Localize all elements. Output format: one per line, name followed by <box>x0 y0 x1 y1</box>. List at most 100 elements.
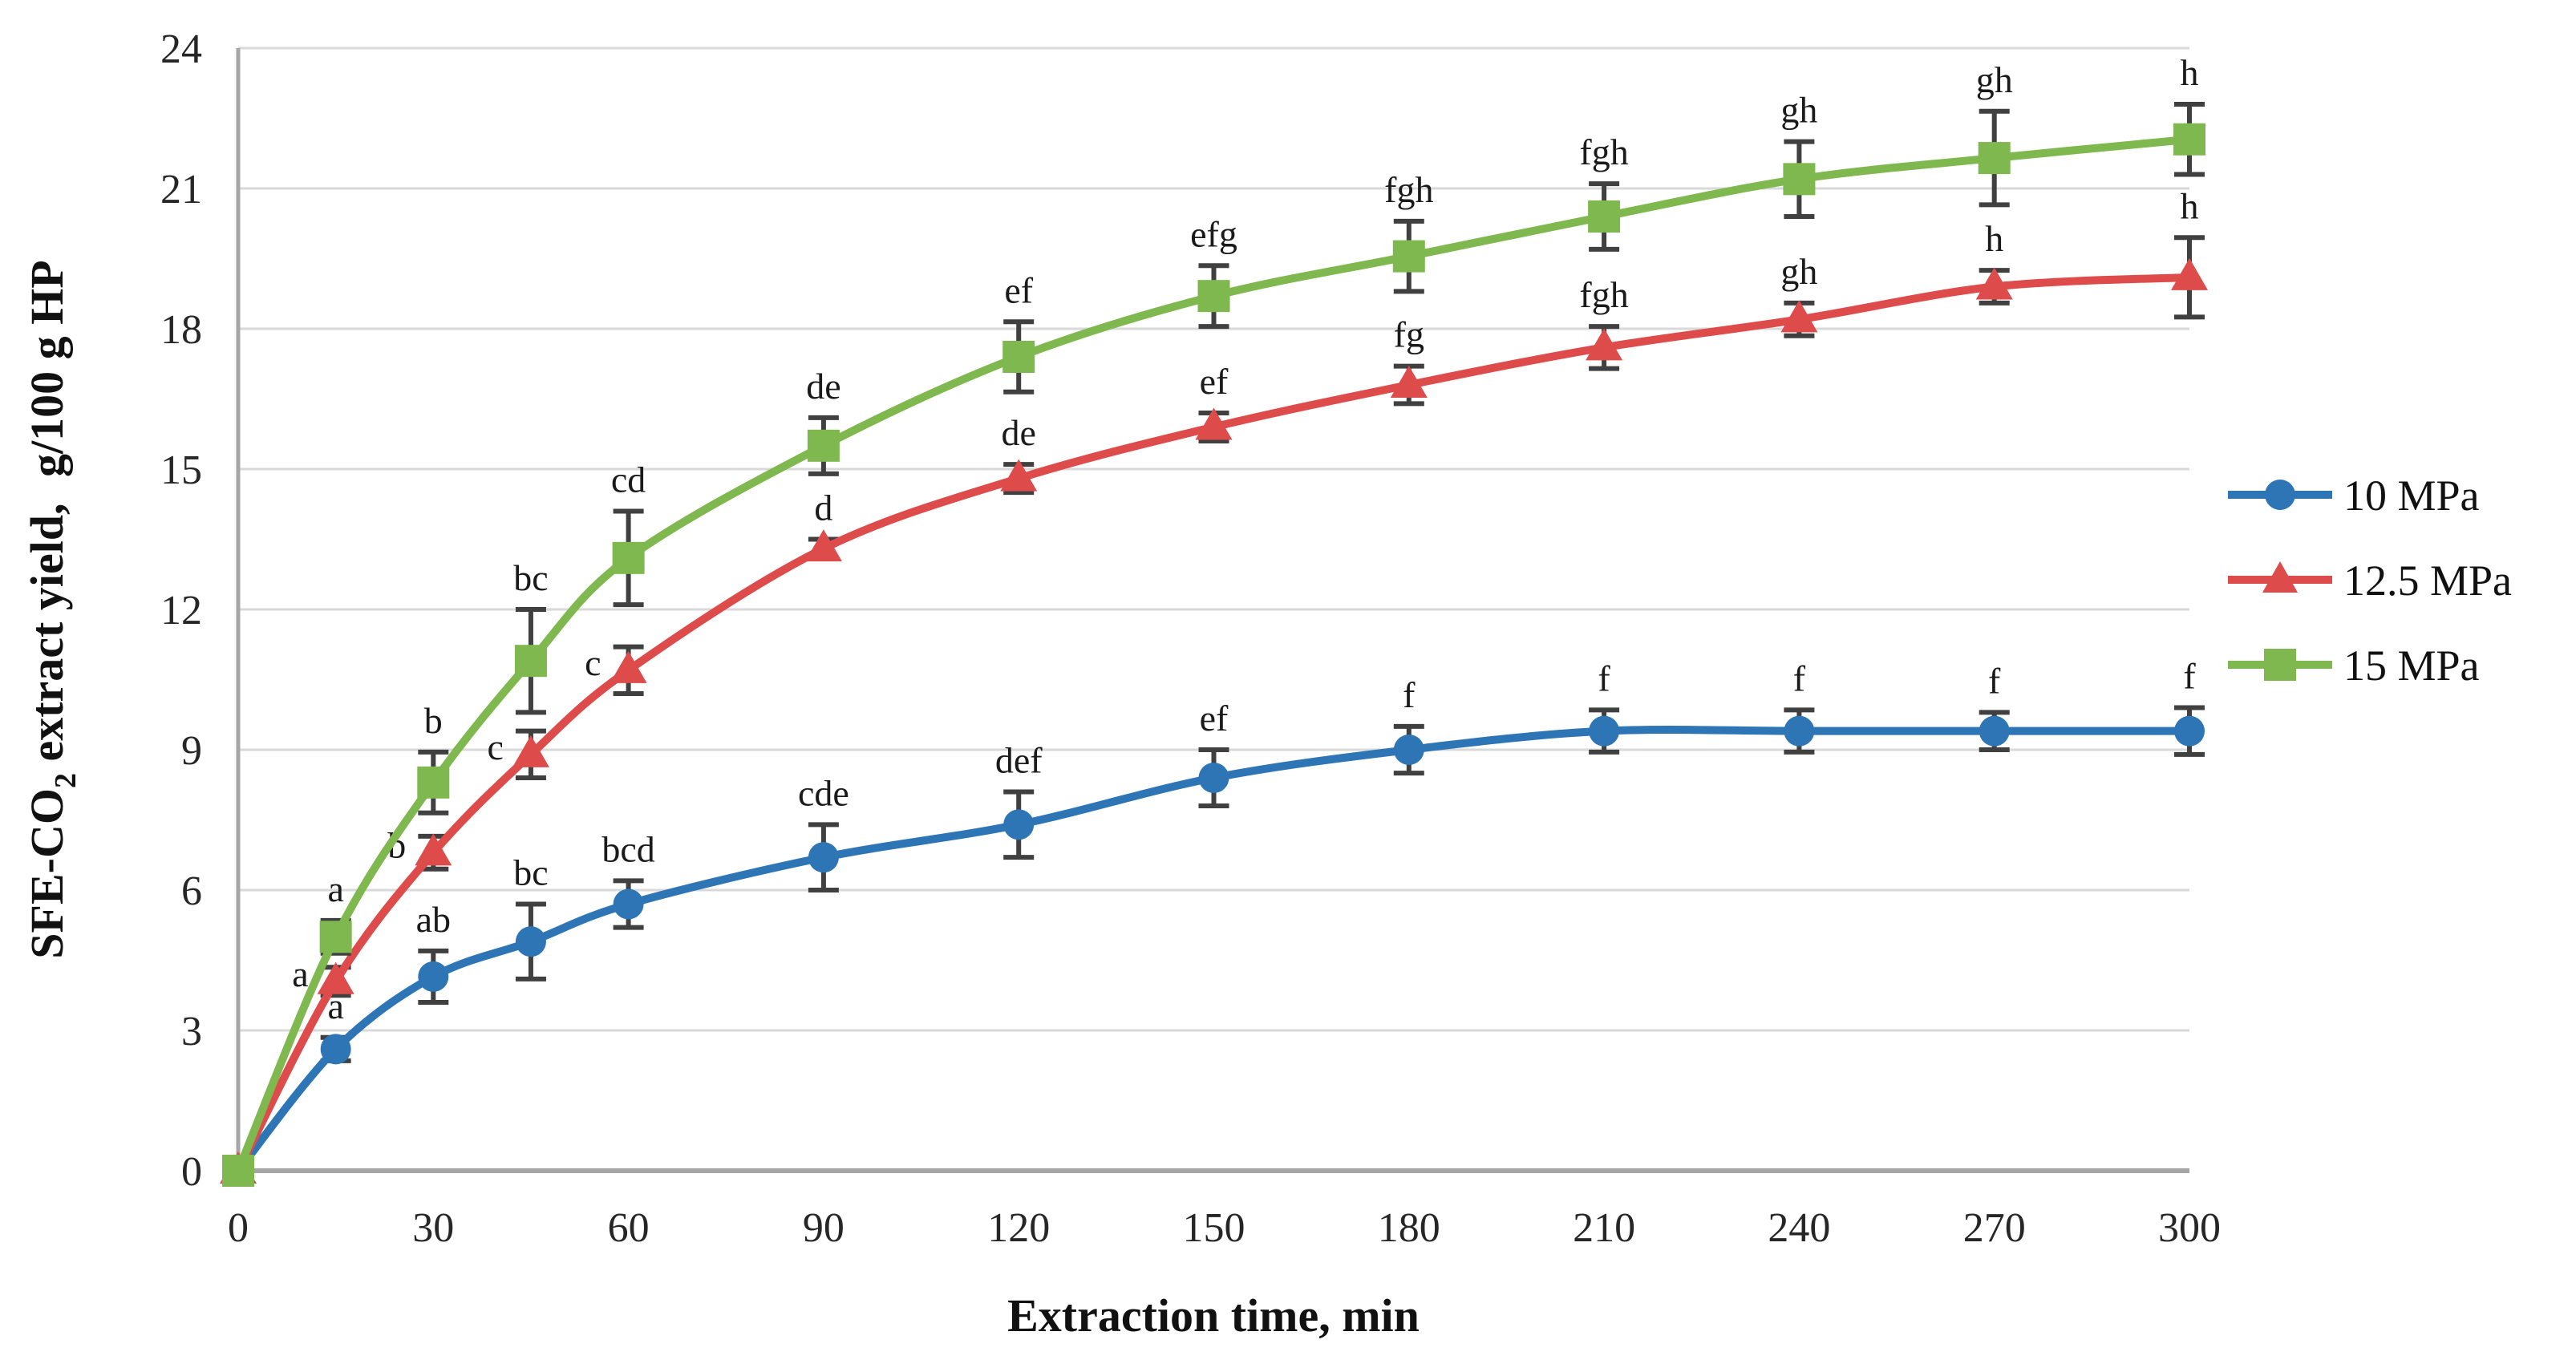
x-tick-label-270: 270 <box>1963 1205 2026 1251</box>
point-label-15-mpa-90: de <box>806 366 840 407</box>
y-tick-label-6: 6 <box>181 868 202 914</box>
data-point-marker-triangle-icon <box>317 961 354 994</box>
data-point-marker-triangle-icon <box>1975 267 2013 300</box>
point-label-10-mpa-60: bcd <box>601 828 654 869</box>
point-label-15-mpa-270: gh <box>1976 59 2013 100</box>
point-label-10-mpa-90: cde <box>798 772 849 813</box>
legend-item-2: 15 MPa <box>2228 642 2480 690</box>
point-label-15-mpa-180: fgh <box>1384 169 1433 210</box>
y-tick-label-0: 0 <box>181 1149 202 1195</box>
point-label-15-mpa-300: h <box>2181 52 2199 93</box>
data-point-marker-square-icon <box>1978 142 2011 175</box>
y-axis-tick-labels: 0 3 6 9 12 15 18 21 24 <box>160 26 202 1195</box>
data-point-marker-triangle-icon <box>1586 328 1623 361</box>
data-point-marker-square-icon <box>1392 240 1425 273</box>
point-label-10-mpa-210: f <box>1598 658 1610 698</box>
legend-marker-square-icon <box>2264 649 2296 681</box>
point-label-12-5-mpa-240: gh <box>1780 251 1817 292</box>
y-tick-label-15: 15 <box>160 447 202 493</box>
point-label-15-mpa-240: gh <box>1780 90 1817 131</box>
point-label-12-5-mpa-270: h <box>1985 218 2003 259</box>
x-tick-label-90: 90 <box>803 1205 844 1251</box>
point-label-12-5-mpa-180: fg <box>1394 314 1424 355</box>
data-point-marker-triangle-icon <box>610 650 647 683</box>
point-label-12-5-mpa-300: h <box>2181 185 2199 226</box>
data-point-marker-square-icon <box>319 921 352 953</box>
data-point-marker-triangle-icon <box>1390 366 1428 398</box>
x-tick-label-60: 60 <box>608 1205 650 1251</box>
legend-marker-circle-icon <box>2265 480 2295 510</box>
point-label-15-mpa-120: ef <box>1004 269 1033 310</box>
data-point-marker-circle-icon <box>808 842 839 873</box>
legend-label-10mpa: 10 MPa <box>2343 472 2480 520</box>
point-label-10-mpa-180: f <box>1403 674 1416 715</box>
point-label-15-mpa-210: fgh <box>1579 132 1628 172</box>
point-label-10-mpa-240: f <box>1793 658 1806 698</box>
x-tick-label-30: 30 <box>412 1205 454 1251</box>
legend-item-1: 12.5 MPa <box>2228 557 2512 605</box>
data-point-marker-circle-icon <box>2174 715 2205 747</box>
legend-item-0: 10 MPa <box>2228 472 2480 520</box>
x-tick-label-240: 240 <box>1768 1205 1830 1251</box>
point-label-12-5-mpa-150: ef <box>1200 361 1229 402</box>
point-label-10-mpa-270: f <box>1988 660 2001 701</box>
x-tick-label-210: 210 <box>1573 1205 1635 1251</box>
data-point-marker-triangle-icon <box>512 735 549 767</box>
data-point-marker-circle-icon <box>515 926 546 957</box>
x-axis-title: Extraction time, min <box>1007 1289 1420 1342</box>
x-tick-label-150: 150 <box>1183 1205 1245 1251</box>
data-point-marker-square-icon <box>1197 280 1230 313</box>
point-label-15-mpa-150: efg <box>1190 213 1237 254</box>
data-point-marker-triangle-icon <box>1195 407 1233 440</box>
y-tick-label-21: 21 <box>160 167 202 212</box>
y-tick-label-12: 12 <box>160 588 202 633</box>
x-axis-tick-labels: 0 30 60 90 120 150 180 210 240 270 300 <box>228 1205 2221 1251</box>
data-point-marker-circle-icon <box>1784 715 1815 747</box>
data-point-marker-square-icon <box>2173 123 2205 156</box>
point-label-12-5-mpa-120: de <box>1001 412 1035 453</box>
data-point-marker-circle-icon <box>320 1034 351 1065</box>
data-point-marker-triangle-icon <box>415 833 452 866</box>
data-point-marker-triangle-icon <box>1000 459 1038 492</box>
point-label-12-5-mpa-210: fgh <box>1579 274 1628 315</box>
point-label-12-5-mpa-45: c <box>488 726 504 767</box>
data-point-marker-circle-icon <box>1003 809 1035 840</box>
y-tick-label-9: 9 <box>181 728 202 774</box>
data-point-marker-square-icon <box>222 1155 254 1187</box>
point-label-15-mpa-45: bc <box>513 557 548 598</box>
data-point-marker-square-icon <box>417 766 450 799</box>
data-point-marker-circle-icon <box>418 961 449 992</box>
data-point-marker-triangle-icon <box>804 529 842 562</box>
point-label-10-mpa-300: f <box>2183 656 2196 697</box>
legend-marker-triangle-icon <box>2262 561 2298 593</box>
data-point-marker-square-icon <box>807 429 840 462</box>
point-label-10-mpa-45: bc <box>513 852 548 893</box>
point-label-12-5-mpa-60: c <box>585 642 601 683</box>
point-label-15-mpa-60: cd <box>611 459 646 500</box>
data-point-marker-square-icon <box>1783 163 1816 196</box>
data-point-marker-circle-icon <box>1198 763 1229 793</box>
point-label-15-mpa-30: b <box>424 700 443 741</box>
x-tick-label-0: 0 <box>228 1205 249 1251</box>
point-label-10-mpa-150: ef <box>1200 698 1229 739</box>
point-label-10-mpa-30: ab <box>416 899 451 940</box>
legend-label-15mpa: 15 MPa <box>2343 642 2480 690</box>
axis-lines <box>236 48 2189 1173</box>
legend-label-12-5mpa: 12.5 MPa <box>2343 557 2512 605</box>
data-point-marker-triangle-icon <box>2171 257 2208 290</box>
data-point-marker-square-icon <box>1002 341 1035 373</box>
y-axis-title: SFE-CO2 extract yield, g/100 g HP <box>21 260 83 958</box>
point-label-12-5-mpa-15: a <box>292 953 308 994</box>
data-point-marker-circle-icon <box>1979 715 2010 747</box>
point-label-12-5-mpa-90: d <box>814 488 832 528</box>
data-point-marker-square-icon <box>1588 200 1621 233</box>
data-point-marker-circle-icon <box>613 888 644 920</box>
x-tick-label-120: 120 <box>987 1205 1050 1251</box>
y-tick-label-3: 3 <box>181 1009 202 1054</box>
data-point-marker-circle-icon <box>1589 715 1620 747</box>
